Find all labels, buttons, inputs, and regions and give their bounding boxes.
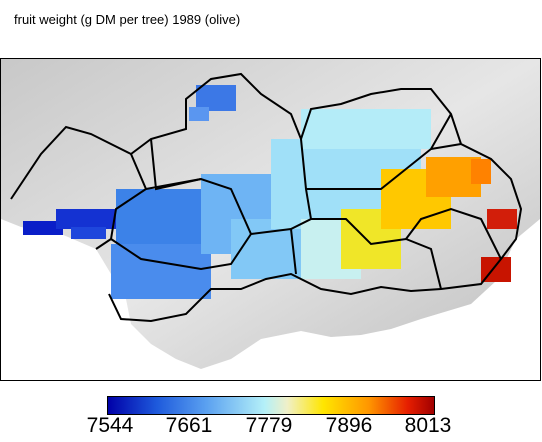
- scale-tick-label: 7661: [165, 414, 213, 437]
- sea: [1, 219, 540, 380]
- scale-tick-label: 8013: [404, 414, 452, 437]
- color-scale-bar: [107, 396, 435, 415]
- map-panel: [0, 58, 541, 381]
- scale-tick-label: 7896: [325, 414, 373, 437]
- color-scale-labels: 7544 7661 7779 7896 8013: [0, 414, 542, 442]
- map-title: fruit weight (g DM per tree) 1989 (olive…: [14, 12, 241, 27]
- scale-tick-label: 7779: [245, 414, 293, 437]
- scale-tick-label: 7544: [86, 414, 134, 437]
- province-boundaries: [10, 72, 523, 323]
- map-svg: [1, 59, 540, 380]
